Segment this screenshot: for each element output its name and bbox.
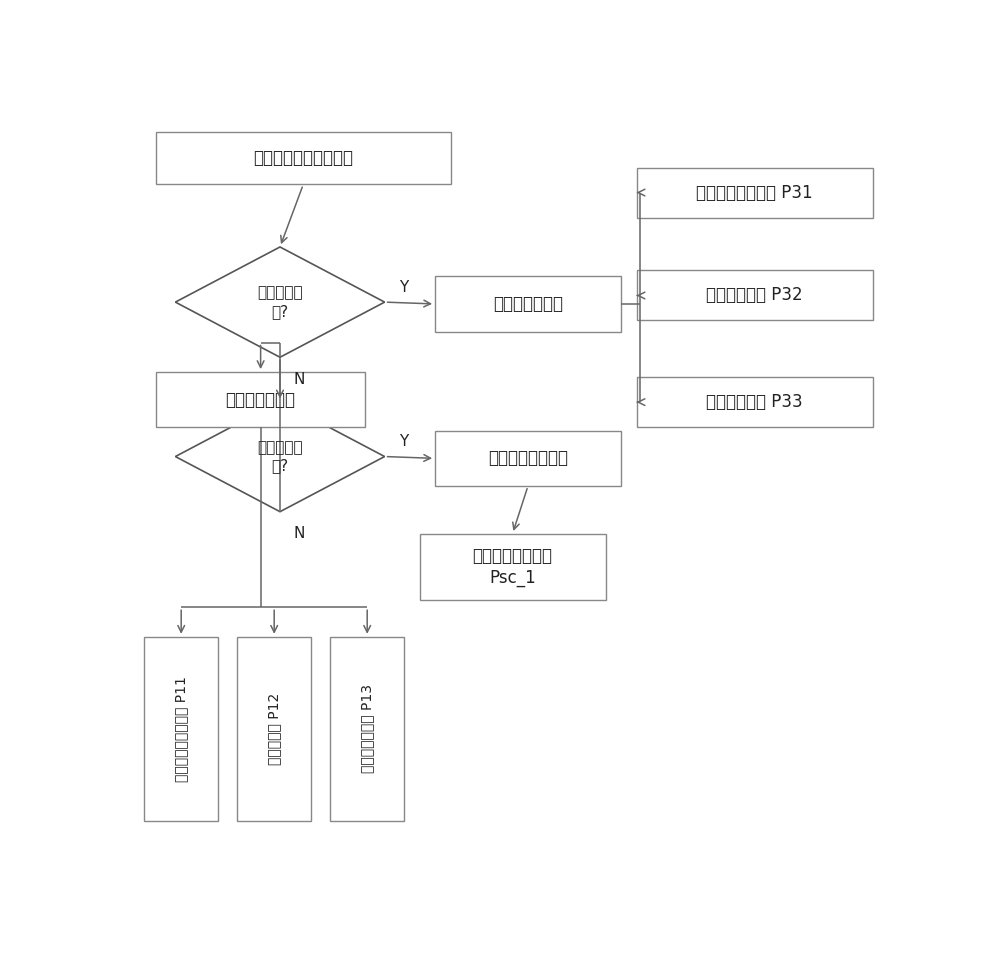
Text: 微电网孤岛运行 P13: 微电网孤岛运行 P13 xyxy=(360,684,374,774)
FancyBboxPatch shape xyxy=(637,270,873,321)
Text: Y: Y xyxy=(399,280,409,295)
Text: 平抑高频负荷波动
Psc_1: 平抑高频负荷波动 Psc_1 xyxy=(473,546,552,587)
Text: 功率因素补偿 P33: 功率因素补偿 P33 xyxy=(706,393,803,411)
FancyBboxPatch shape xyxy=(330,637,404,820)
Polygon shape xyxy=(175,247,385,357)
FancyBboxPatch shape xyxy=(420,534,606,600)
Polygon shape xyxy=(175,401,385,512)
FancyBboxPatch shape xyxy=(435,276,621,331)
Text: 上层蓄电池配置: 上层蓄电池配置 xyxy=(493,295,563,313)
Text: Y: Y xyxy=(399,435,409,450)
Text: 频繁充放电 P12: 频繁充放电 P12 xyxy=(267,692,281,765)
Text: 平抑母线功率波动 P31: 平抑母线功率波动 P31 xyxy=(696,183,813,202)
Text: N: N xyxy=(294,526,305,541)
Text: 分层分布式微电网储能: 分层分布式微电网储能 xyxy=(253,149,353,167)
FancyBboxPatch shape xyxy=(435,431,621,486)
Text: N: N xyxy=(294,371,305,387)
Text: 本地中低频负荷波动 P11: 本地中低频负荷波动 P11 xyxy=(174,676,188,781)
FancyBboxPatch shape xyxy=(637,167,873,218)
Text: 下层蓄电池配置: 下层蓄电池配置 xyxy=(226,391,296,409)
FancyBboxPatch shape xyxy=(144,637,218,820)
Text: 上层母线储
能?: 上层母线储 能? xyxy=(257,286,303,319)
FancyBboxPatch shape xyxy=(156,372,365,427)
Text: 下层超级电容配置: 下层超级电容配置 xyxy=(488,450,568,467)
FancyBboxPatch shape xyxy=(637,377,873,427)
FancyBboxPatch shape xyxy=(237,637,311,820)
FancyBboxPatch shape xyxy=(156,132,450,184)
Text: 系统孤岛运行 P32: 系统孤岛运行 P32 xyxy=(706,286,803,305)
Text: 平抑高频波
动?: 平抑高频波 动? xyxy=(257,439,303,474)
